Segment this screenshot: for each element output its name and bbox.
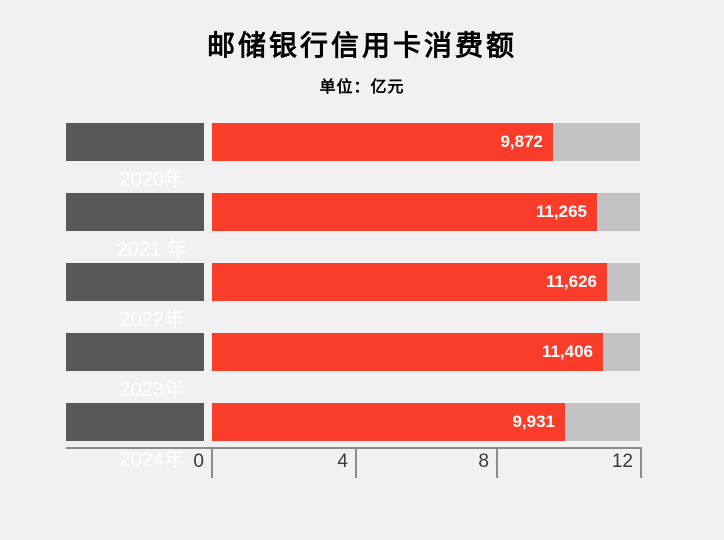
bar-track: 11,406 (212, 333, 640, 371)
chart-row: 2021 年 11,265 (0, 193, 724, 261)
x-axis-tick-label: 8 (478, 451, 489, 472)
chart-title: 邮储银行信用卡消费额 (206, 30, 517, 61)
x-axis-tick-label: 0 (193, 451, 204, 472)
bar-fill: 9,872 (212, 123, 553, 161)
x-axis-tick-mark (640, 447, 642, 478)
x-axis-tick-mark (496, 447, 498, 478)
bar-fill: 9,931 (212, 403, 565, 441)
bar-track: 11,265 (212, 193, 640, 231)
bar-track: 9,931 (212, 403, 640, 441)
year-label: 2023年 (119, 379, 184, 401)
bar-value-label: 9,931 (512, 412, 555, 431)
bar-fill: 11,265 (212, 193, 597, 231)
bar-fill: 11,626 (212, 263, 607, 301)
x-axis-tick-mark (211, 447, 213, 478)
year-label-box: 2021 年 (66, 193, 204, 261)
x-axis-tick-label: 12 (611, 451, 633, 472)
year-label-box: 2020年 (66, 123, 204, 191)
year-label: 2022年 (119, 309, 184, 331)
year-label-box: 2022年 (66, 263, 204, 331)
chart-row: 2024年 9,931 (0, 403, 724, 471)
bar-value-label: 11,626 (545, 272, 597, 291)
year-label: 2024年 (119, 449, 184, 471)
bar-value-label: 11,406 (541, 342, 593, 361)
year-label-box: 2023年 (66, 333, 204, 401)
chart-unit-subtitle: 单位：亿元 (319, 79, 405, 96)
x-axis-tick-mark (355, 447, 357, 478)
x-axis-line (66, 447, 642, 449)
year-label: 2020年 (119, 169, 184, 191)
chart-row: 2022年 11,626 (0, 263, 724, 331)
x-axis-tick-label: 4 (337, 451, 348, 472)
bar-track: 9,872 (212, 123, 640, 161)
year-label: 2021 年 (116, 239, 187, 261)
bar-track: 11,626 (212, 263, 640, 301)
year-label-box: 2024年 (66, 403, 204, 471)
bar-value-label: 9,872 (500, 132, 543, 151)
bar-fill: 11,406 (212, 333, 603, 371)
bar-value-label: 11,265 (535, 202, 587, 221)
chart-row: 2020年 9,872 (0, 123, 724, 191)
chart-row: 2023年 11,406 (0, 333, 724, 401)
